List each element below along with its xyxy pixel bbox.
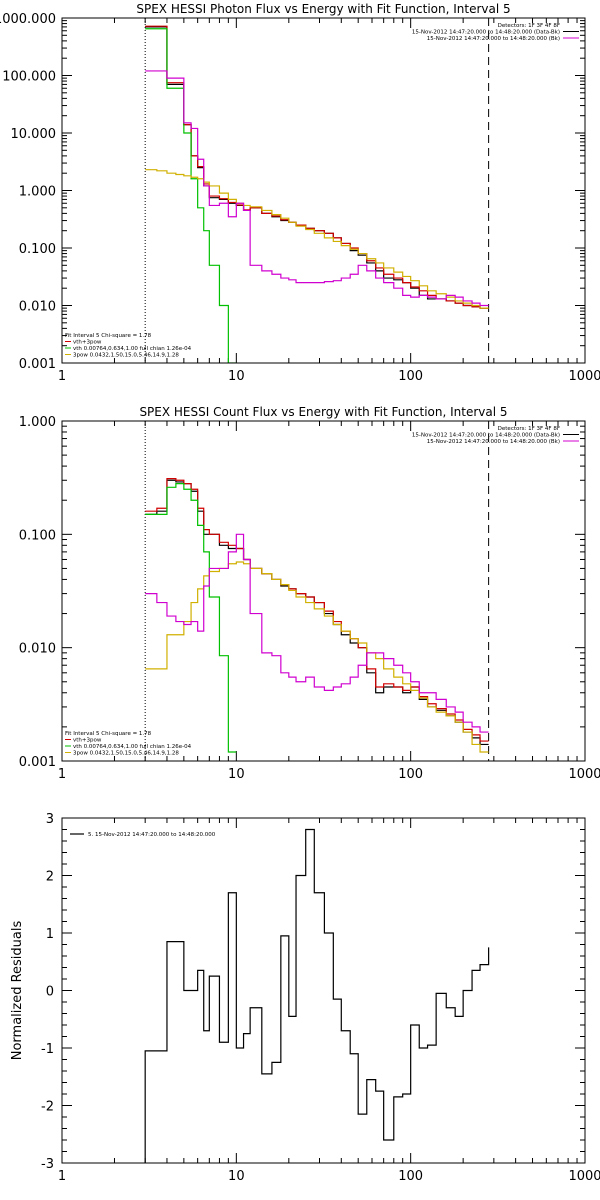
y-axis-label: Normalized Residuals <box>10 921 25 1061</box>
x-tick-label: 1000 <box>568 369 600 384</box>
x-axis: 1 10 100 1000 <box>58 818 600 1184</box>
y-tick-label: 0.001 <box>19 357 56 372</box>
legend-entry: Fit Interval 5 Chi-square = 1.78 <box>65 333 152 339</box>
legend-entry: vth 0.00764,0.634,1.00 full chian 1.26e-… <box>73 346 192 352</box>
info-line: Detectors: 1F 3F 4F 8F <box>498 426 560 432</box>
x-tick-label: 10 <box>228 369 245 384</box>
series-group <box>144 828 490 1163</box>
y-axis: 0.001 0.010 0.100 1.000 10.000 100.000 1000.00… <box>0 12 585 372</box>
series-line-1 <box>144 828 490 1163</box>
legend-entry: 5. 15-Nov-2012 14:47:20.000 to 14:48:20.… <box>88 832 216 838</box>
legend-entry: vth 0.00764,0.634,1.00 full chian 1.26e-… <box>73 744 192 750</box>
legend: 5. 15-Nov-2012 14:47:20.000 to 14:48:20.… <box>70 832 216 838</box>
legend: Fit Interval 5 Chi-square = 1.78vth+3pow… <box>65 333 192 359</box>
y-tick-label: -3 <box>41 1157 54 1172</box>
series-line-2 <box>145 25 489 309</box>
series-line-3 <box>145 483 237 753</box>
y-tick-label: 1 <box>46 927 54 942</box>
legend-entry: Fit Interval 5 Chi-square = 1.78 <box>65 731 152 737</box>
chart-panel-1: SPEX HESSI Photon Flux vs Energy with Fi… <box>0 2 600 384</box>
series-line-5 <box>145 70 489 307</box>
x-tick-label: 100 <box>398 1169 423 1184</box>
plot-frame <box>61 420 586 762</box>
chart-title: SPEX HESSI Photon Flux vs Energy with Fi… <box>136 2 510 16</box>
y-tick-label: 1.000 <box>19 415 56 430</box>
x-tick-label: 1000 <box>568 1169 600 1184</box>
y-tick-label: 0.100 <box>19 528 56 543</box>
x-tick-label: 100 <box>398 767 423 782</box>
y-tick-label: 0.010 <box>19 300 56 315</box>
y-tick-label: 0.100 <box>19 242 56 257</box>
info-line: 15-Nov-2012 14:47:20.000 to 14:48:20.000… <box>427 36 560 42</box>
y-tick-label: 1000.000 <box>0 12 56 27</box>
x-tick-label: 10 <box>228 1169 245 1184</box>
series-group <box>145 25 489 363</box>
x-tick-label: 100 <box>398 369 423 384</box>
y-axis: 0.001 0.010 0.100 1.000 <box>19 415 585 770</box>
y-tick-label: 0 <box>46 985 54 1000</box>
info-line: Detectors: 1F 3F 4F 8F <box>498 23 560 29</box>
chart-title: SPEX HESSI Count Flux vs Energy with Fit… <box>139 405 507 419</box>
y-tick-label: 10.000 <box>11 127 57 142</box>
series-line-1 <box>145 26 489 309</box>
chart-panel-3: 1 10 100 1000 -3 -2 -1 0 1 2 3 Normalized Residuals… <box>10 812 600 1184</box>
series-line-3 <box>145 28 237 363</box>
x-tick-label: 1 <box>58 369 66 384</box>
series-line-4 <box>145 169 489 309</box>
y-tick-label: 1.000 <box>19 185 56 200</box>
chart-panel-2: SPEX HESSI Count Flux vs Energy with Fit… <box>19 405 600 782</box>
y-tick-label: 0.001 <box>19 755 56 770</box>
legend-entry: 3pow 0.0432,1.50,15.0,5.46,14.9,1.28 <box>73 751 179 757</box>
legend-entry: 3pow 0.0432,1.50,15.0,5.46,14.9,1.28 <box>73 353 179 359</box>
plot-frame <box>61 17 586 364</box>
info-line: 15-Nov-2012 14:47:20.000 to 14:48:20.000… <box>412 433 560 439</box>
y-tick-label: 0.010 <box>19 642 56 657</box>
plot-frame <box>61 817 586 1164</box>
x-tick-label: 1 <box>58 767 66 782</box>
legend-entry: vth+3pow <box>73 340 102 346</box>
series-line-2 <box>145 478 489 742</box>
y-tick-label: 3 <box>46 812 54 827</box>
x-axis: 1 10 100 1000 <box>58 18 600 384</box>
x-tick-label: 1 <box>58 1169 66 1184</box>
y-tick-label: -1 <box>41 1042 54 1057</box>
info-line: 15-Nov-2012 14:47:20.000 to 14:48:20.000… <box>427 439 560 445</box>
legend: Fit Interval 5 Chi-square = 1.78vth+3pow… <box>65 731 192 757</box>
legend-entry: vth+3pow <box>73 738 102 744</box>
series-line-4 <box>145 561 489 753</box>
y-axis: -3 -2 -1 0 1 2 3 <box>41 812 585 1172</box>
series-group <box>145 478 489 753</box>
y-tick-label: 100.000 <box>2 70 56 85</box>
series-line-5 <box>145 533 489 733</box>
x-axis: 1 10 100 1000 <box>58 421 600 782</box>
x-tick-label: 10 <box>228 767 245 782</box>
info-line: 15-Nov-2012 14:47:20.000 to 14:48:20.000… <box>412 30 560 36</box>
series-line-1 <box>145 479 489 746</box>
y-tick-label: -2 <box>41 1100 54 1115</box>
y-tick-label: 2 <box>46 870 54 885</box>
x-tick-label: 1000 <box>568 767 600 782</box>
